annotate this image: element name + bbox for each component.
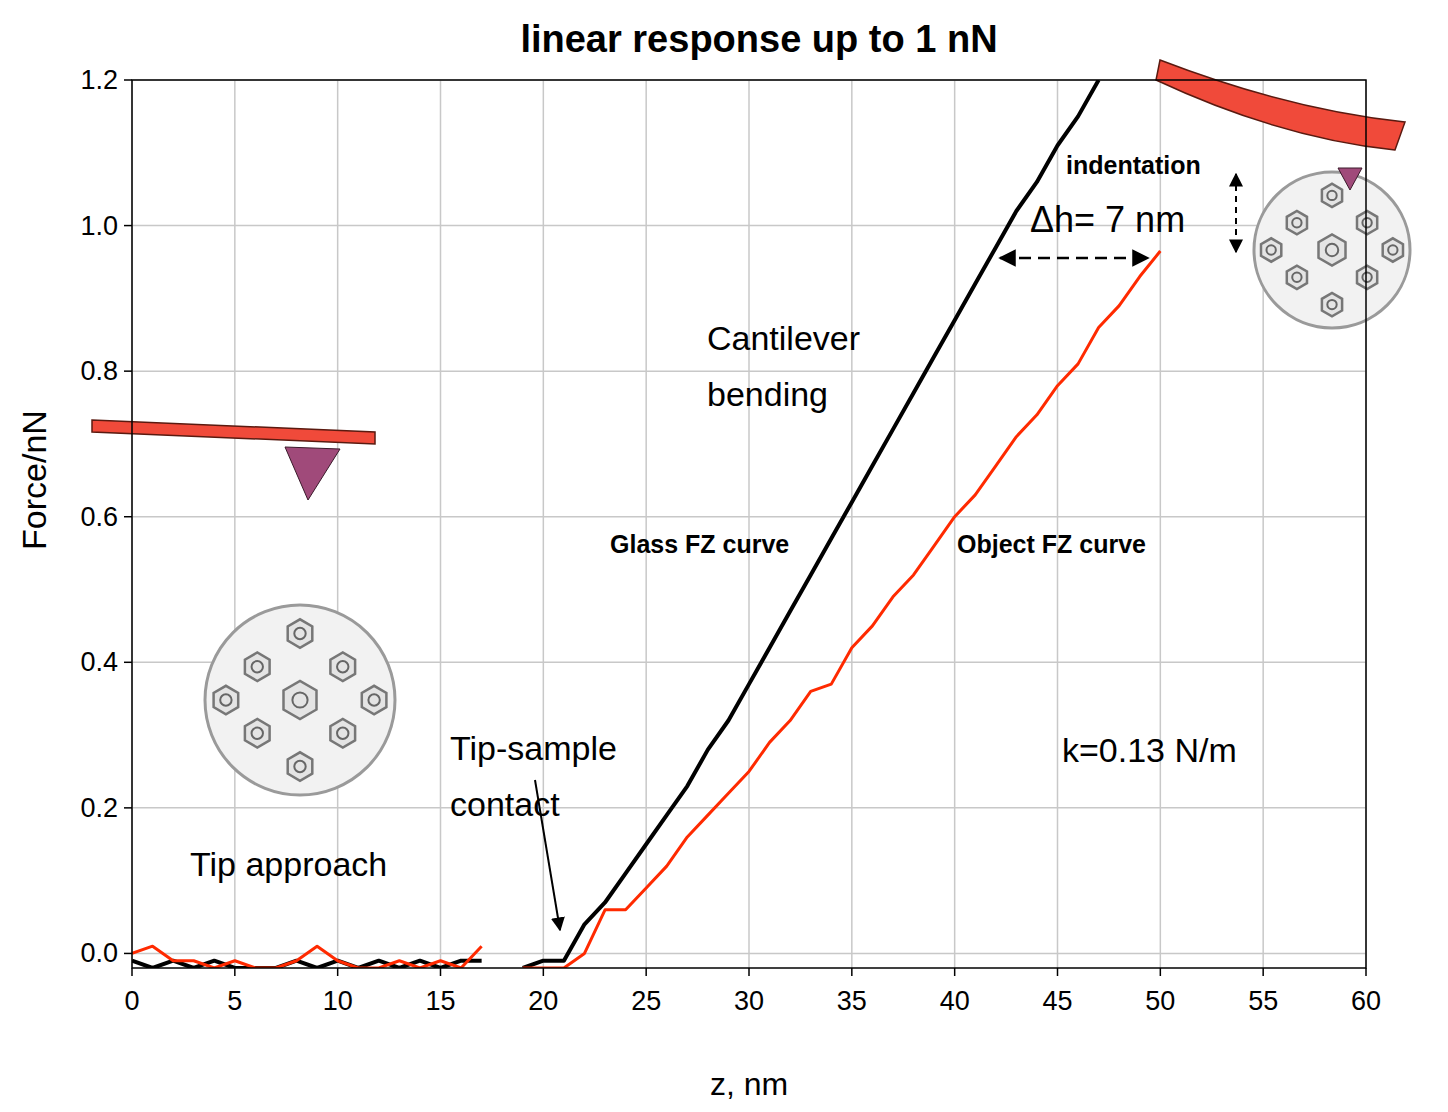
tick: [124, 807, 132, 809]
tick-label: 0.0: [80, 938, 118, 968]
grid-line: [337, 80, 339, 968]
y-axis-title: Force/nN: [15, 410, 53, 550]
virus-illustration: [1254, 172, 1410, 328]
grid-line: [954, 80, 956, 968]
annotation: Tip-samplecontact: [450, 729, 617, 823]
tick: [748, 968, 750, 976]
tick: [1262, 968, 1264, 976]
series-label: Glass FZ curve: [610, 530, 789, 558]
tick: [124, 662, 132, 664]
annotation: Δh= 7 nm: [1030, 199, 1185, 240]
grid-line: [132, 807, 1366, 809]
tick: [124, 516, 132, 518]
tick: [337, 968, 339, 976]
grid-line: [851, 80, 853, 968]
series-label: Object FZ curve: [957, 530, 1146, 558]
tick-label: 60: [1351, 986, 1381, 1016]
grid-line: [132, 953, 1366, 955]
annotation: k=0.13 N/m: [1062, 731, 1237, 769]
tick: [440, 968, 442, 976]
tick: [124, 953, 132, 955]
tick-label: 45: [1042, 986, 1072, 1016]
chart: 0 5 10 15 20 25 30 35 40 45 50 55 60 0.0 0.2 0.4 0.6 0.8 1…: [0, 0, 1448, 1112]
tick: [1365, 968, 1367, 976]
plot-frame: [132, 80, 1366, 968]
cantilever-illustration: [92, 420, 375, 500]
grid: [132, 80, 1366, 968]
series-group: [132, 80, 1160, 968]
tick-label: 35: [837, 986, 867, 1016]
grid-line: [748, 80, 750, 968]
title: linear response up to 1 nN: [520, 18, 997, 60]
grid-line: [234, 80, 236, 968]
tick-label: 25: [631, 986, 661, 1016]
tick-label: 0: [124, 986, 139, 1016]
indentation-arrow: [1000, 257, 1148, 260]
tick: [851, 968, 853, 976]
annotation: Cantileverbending: [707, 319, 860, 413]
series-line: [132, 251, 1160, 968]
tick-label: 30: [734, 986, 764, 1016]
tick: [543, 968, 545, 976]
tick-label: 10: [323, 986, 353, 1016]
tick-label: 0.2: [80, 793, 118, 823]
tick-label: 1.0: [80, 211, 118, 241]
grid-line: [440, 80, 442, 968]
tick: [234, 968, 236, 976]
tick-label: 0.4: [80, 647, 118, 677]
virus-illustration: [205, 605, 395, 795]
tick: [131, 968, 133, 976]
grid-line: [132, 516, 1366, 518]
tick-label: 40: [940, 986, 970, 1016]
tick-label: 5: [227, 986, 242, 1016]
annotation: Tip approach: [190, 845, 387, 883]
tick-label: 0.6: [80, 502, 118, 532]
tick-label: 50: [1145, 986, 1175, 1016]
tick: [1160, 968, 1162, 976]
tick: [954, 968, 956, 976]
tick: [645, 968, 647, 976]
grid-line: [132, 370, 1366, 372]
tick-label: 15: [425, 986, 455, 1016]
tick-label: 55: [1248, 986, 1278, 1016]
grid-line: [645, 80, 647, 968]
annotation: indentation: [1066, 151, 1201, 179]
series-line: [132, 80, 1099, 968]
contact-arrow: [535, 780, 560, 930]
tick: [124, 79, 132, 81]
tick: [1057, 968, 1059, 976]
tick: [124, 370, 132, 372]
tick-label: 0.8: [80, 356, 118, 386]
x-axis-title: z, nm: [710, 1066, 788, 1102]
height-arrow: [1235, 174, 1237, 252]
tick-label: 1.2: [80, 65, 118, 95]
tick-label: 20: [528, 986, 558, 1016]
tick: [124, 225, 132, 227]
